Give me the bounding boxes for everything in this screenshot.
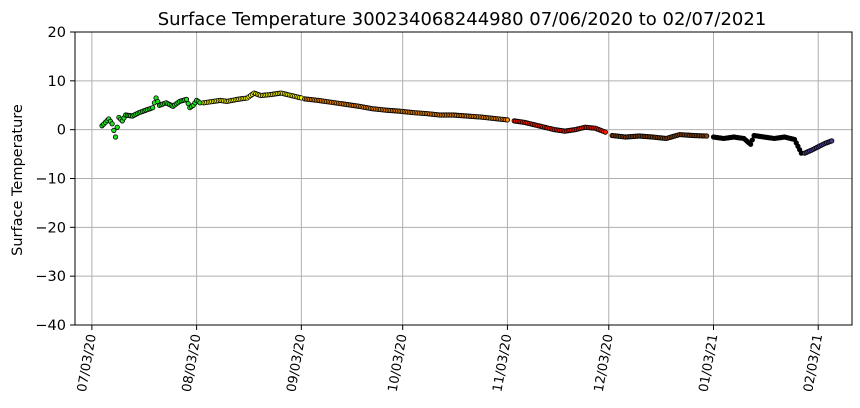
y-tick-label: −30 [35,269,66,285]
x-tick-label: 10/03/20 [386,333,411,393]
series-group [200,90,304,106]
x-tick-label: 09/03/20 [284,333,309,393]
x-tick-label: 08/03/20 [180,333,205,393]
data-point [112,134,119,140]
chart-title: Surface Temperature 300234068244980 07/0… [158,9,767,30]
x-tick-label: 11/03/20 [490,333,515,393]
x-tick-label: 02/03/21 [801,333,826,393]
data-points [99,90,835,156]
y-tick-label: 20 [48,25,66,41]
data-point [602,129,608,135]
data-point [114,124,120,130]
series-group [302,96,511,123]
series-group [710,132,804,156]
data-point [829,138,835,144]
data-point [150,105,156,111]
gridlines [75,31,852,326]
y-axis-label: Surface Temperature [10,104,26,256]
series-group [511,118,608,135]
y-tick-label: 0 [57,123,66,139]
y-tick-label: −20 [35,220,66,236]
y-tick-label: −10 [35,172,66,188]
data-point [504,117,511,123]
axis-ticks [70,31,819,330]
data-point [704,133,710,139]
data-point [749,137,755,143]
data-point [748,141,754,147]
series-group [609,131,710,142]
x-tick-label: 01/03/21 [697,333,722,393]
y-tick-label: −40 [35,318,66,334]
y-tick-label: 10 [48,74,66,90]
series-group [802,138,835,156]
series-group [99,95,203,140]
data-point [111,127,117,133]
data-point [109,121,115,127]
x-tick-label: 07/03/20 [75,333,100,393]
x-tick-label: 12/03/20 [592,333,617,393]
data-point [183,96,190,102]
